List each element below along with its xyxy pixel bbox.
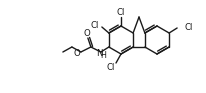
Text: H: H bbox=[101, 52, 106, 61]
Text: Cl: Cl bbox=[117, 8, 125, 17]
Text: O: O bbox=[83, 29, 90, 38]
Text: Cl: Cl bbox=[107, 64, 115, 73]
Text: O: O bbox=[74, 49, 80, 57]
Text: Cl: Cl bbox=[91, 21, 99, 31]
Text: N: N bbox=[96, 49, 102, 57]
Text: Cl: Cl bbox=[184, 23, 192, 32]
